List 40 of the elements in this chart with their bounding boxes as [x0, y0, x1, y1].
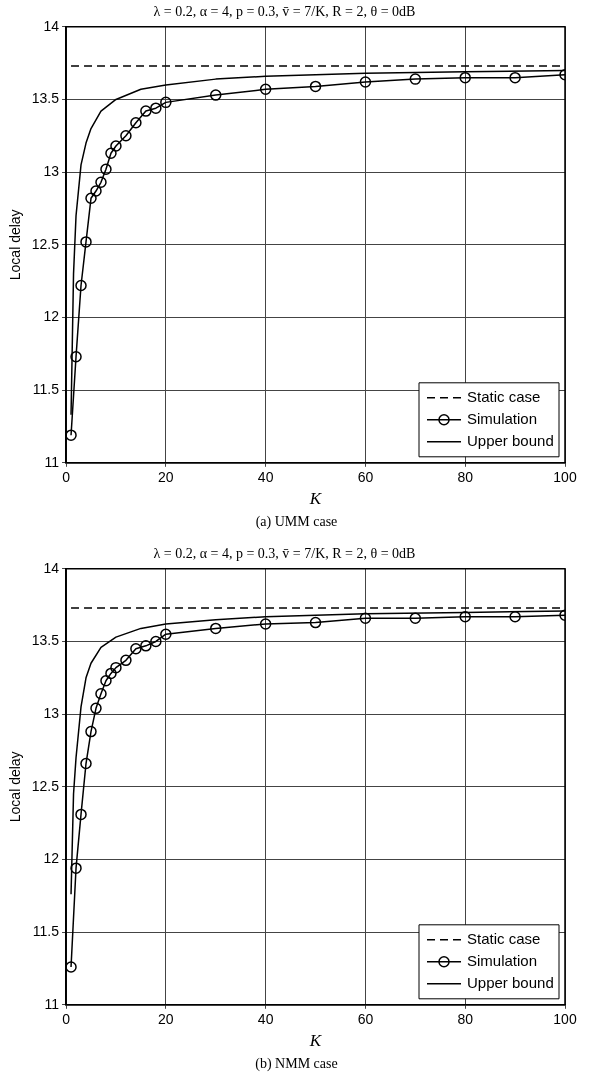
y-tick-label: 11.5: [32, 380, 60, 397]
legend-label: Static case: [467, 929, 541, 947]
x-tick-label: 20: [158, 1011, 174, 1028]
y-tick-label: 13.5: [31, 632, 60, 649]
legend-label: Upper bound: [467, 973, 554, 991]
x-tick-label: 20: [158, 469, 174, 486]
y-tick-label: 12.5: [31, 777, 60, 794]
x-tick-label: 80: [457, 469, 474, 486]
x-axis-title: K: [308, 489, 323, 509]
y-tick-label: 12: [43, 308, 60, 325]
legend-label: Upper bound: [467, 431, 554, 449]
y-tick-label: 13: [43, 704, 60, 721]
y-tick-label: 12.5: [31, 235, 60, 252]
x-tick-label: 100: [553, 469, 577, 486]
x-tick-label: 100: [553, 1011, 577, 1028]
x-tick-label: 0: [62, 1011, 71, 1028]
legend-label: Static case: [467, 387, 541, 405]
x-tick-label: 0: [62, 469, 71, 486]
y-tick-label: 14: [43, 559, 60, 576]
y-tick-label: 11: [44, 995, 60, 1012]
y-tick-label: 12: [43, 850, 60, 867]
text: (a) UMM case: [254, 513, 339, 531]
x-tick-label: 60: [357, 469, 374, 486]
x-tick-label: 40: [257, 469, 274, 486]
y-tick-label: 13: [43, 162, 60, 179]
x-axis-title: K: [308, 1031, 323, 1051]
x-tick-label: 60: [357, 1011, 374, 1028]
legend-label: Simulation: [467, 951, 538, 969]
y-tick-label: 11.5: [32, 922, 60, 939]
legend-label: Simulation: [467, 409, 538, 427]
y-tick-label: 13.5: [31, 90, 60, 107]
x-tick-label: 40: [257, 1011, 274, 1028]
y-tick-label: 11: [44, 453, 60, 470]
x-tick-label: 80: [457, 1011, 474, 1028]
y-axis-title: Local delay: [7, 751, 24, 823]
chart-title: λ = 0.2, α = 4, p = 0.3, v̄ = 7/K, R = 2, θ = 0dB: [153, 4, 416, 20]
chart-title: λ = 0.2, α = 4, p = 0.3, v̄ = 7/K, R = 2, θ = 0dB: [153, 546, 416, 562]
text: (b) NMM case: [254, 1055, 339, 1073]
y-tick-label: 14: [43, 17, 60, 34]
y-axis-title: Local delay: [7, 209, 24, 281]
